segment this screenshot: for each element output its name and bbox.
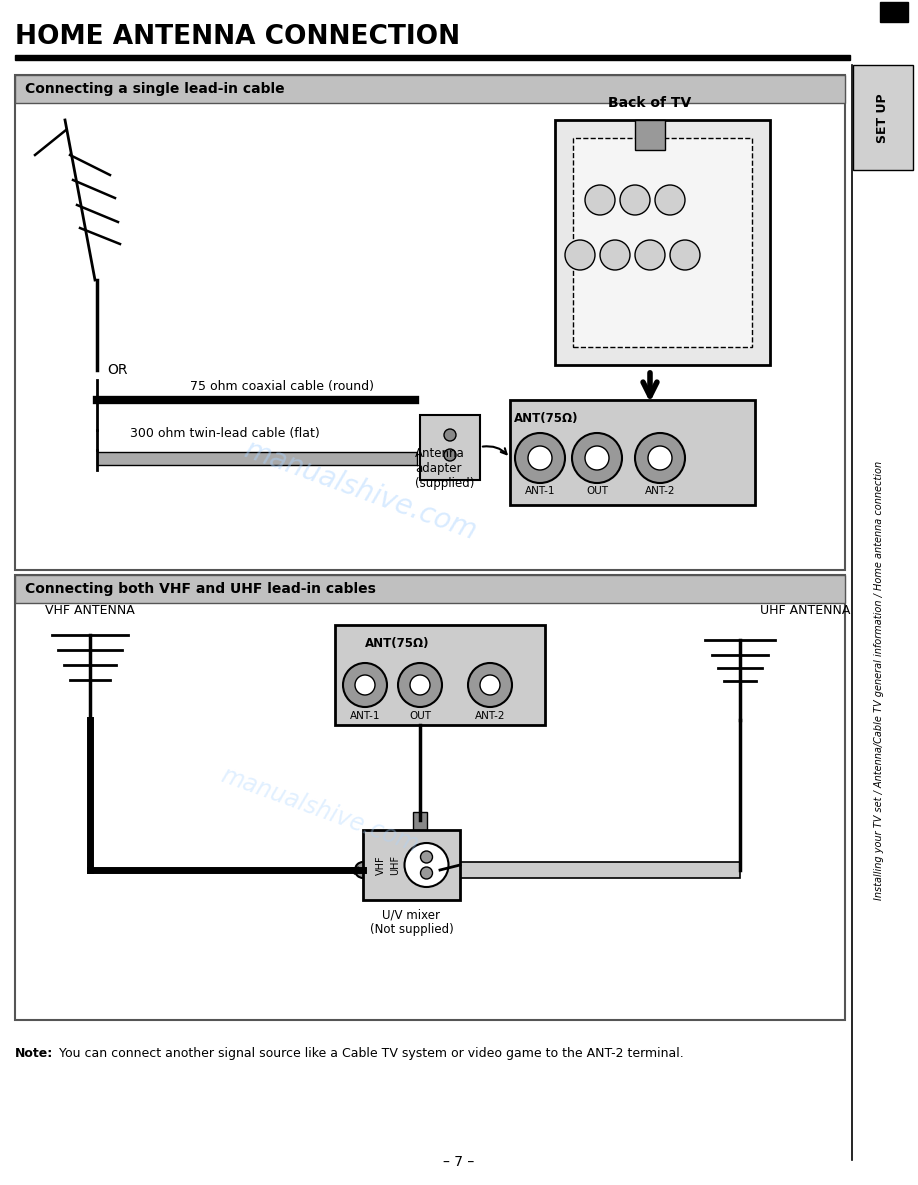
- Bar: [335, 624, 545, 725]
- Bar: [413, 812, 427, 829]
- Text: Antenna
adapter
(supplied): Antenna adapter (supplied): [415, 447, 475, 491]
- Bar: [15, 75, 845, 570]
- Circle shape: [528, 446, 552, 470]
- Text: OUT: OUT: [586, 486, 608, 497]
- Bar: [635, 120, 665, 150]
- Text: UHF: UHF: [390, 854, 400, 875]
- Circle shape: [585, 185, 615, 214]
- Text: U/V mixer
(Not supplied): U/V mixer (Not supplied): [370, 908, 453, 936]
- Text: Installing your TV set / Antenna/Cable TV general information / Home antenna con: Installing your TV set / Antenna/Cable T…: [874, 461, 884, 899]
- Circle shape: [515, 433, 565, 483]
- Bar: [510, 401, 755, 505]
- Text: OUT: OUT: [409, 711, 431, 720]
- Text: manualshive.com: manualshive.com: [240, 435, 480, 545]
- Circle shape: [565, 241, 595, 270]
- Text: ANT-2: ANT-2: [644, 486, 676, 497]
- Bar: [363, 830, 460, 899]
- Circle shape: [480, 675, 500, 694]
- Circle shape: [420, 867, 432, 879]
- Text: 75 ohm coaxial cable (round): 75 ohm coaxial cable (round): [190, 380, 374, 393]
- Circle shape: [420, 851, 432, 863]
- Text: ANT-1: ANT-1: [350, 711, 380, 720]
- Circle shape: [648, 446, 672, 470]
- Bar: [97, 451, 417, 465]
- Circle shape: [620, 185, 650, 214]
- Circle shape: [635, 433, 685, 483]
- Circle shape: [670, 241, 700, 270]
- Text: Back of TV: Back of TV: [609, 96, 691, 110]
- Text: UHF ANTENNA: UHF ANTENNA: [760, 604, 850, 617]
- Bar: [880, 2, 908, 23]
- Bar: [15, 55, 850, 60]
- Circle shape: [410, 675, 430, 694]
- Bar: [440, 861, 740, 878]
- Text: You can connect another signal source like a Cable TV system or video game to th: You can connect another signal source li…: [55, 1048, 684, 1061]
- Bar: [853, 65, 913, 169]
- Circle shape: [468, 662, 512, 707]
- Text: manualshive.com: manualshive.com: [218, 763, 422, 857]
- Text: ANT-1: ANT-1: [525, 486, 555, 497]
- Circle shape: [398, 662, 442, 707]
- Bar: [15, 75, 845, 103]
- Text: 300 ohm twin-lead cable (flat): 300 ohm twin-lead cable (flat): [130, 427, 319, 440]
- Circle shape: [600, 241, 630, 270]
- Text: Connecting both VHF and UHF lead-in cables: Connecting both VHF and UHF lead-in cabl…: [25, 582, 375, 596]
- Bar: [573, 137, 752, 347]
- Circle shape: [635, 241, 665, 270]
- Circle shape: [444, 449, 456, 461]
- Text: VHF ANTENNA: VHF ANTENNA: [45, 604, 135, 617]
- Text: ANT(75Ω): ANT(75Ω): [365, 638, 430, 651]
- Bar: [555, 120, 770, 365]
- Circle shape: [655, 185, 685, 214]
- Text: VHF: VHF: [376, 856, 386, 875]
- Text: SET UP: SET UP: [877, 94, 890, 143]
- Circle shape: [585, 446, 609, 470]
- Text: OR: OR: [107, 363, 128, 377]
- Text: ANT(75Ω): ANT(75Ω): [514, 412, 578, 425]
- Text: Note:: Note:: [15, 1048, 53, 1061]
- Text: – 7 –: – 7 –: [443, 1155, 475, 1168]
- Text: ANT-2: ANT-2: [475, 711, 505, 720]
- Bar: [420, 415, 480, 480]
- Circle shape: [355, 675, 375, 694]
- Circle shape: [355, 861, 371, 878]
- Circle shape: [343, 662, 387, 707]
- Circle shape: [444, 429, 456, 441]
- Text: Connecting a single lead-in cable: Connecting a single lead-in cable: [25, 82, 285, 96]
- Circle shape: [405, 843, 449, 888]
- Circle shape: [572, 433, 622, 483]
- Text: HOME ANTENNA CONNECTION: HOME ANTENNA CONNECTION: [15, 24, 460, 50]
- Bar: [15, 575, 845, 603]
- Bar: [15, 575, 845, 1020]
